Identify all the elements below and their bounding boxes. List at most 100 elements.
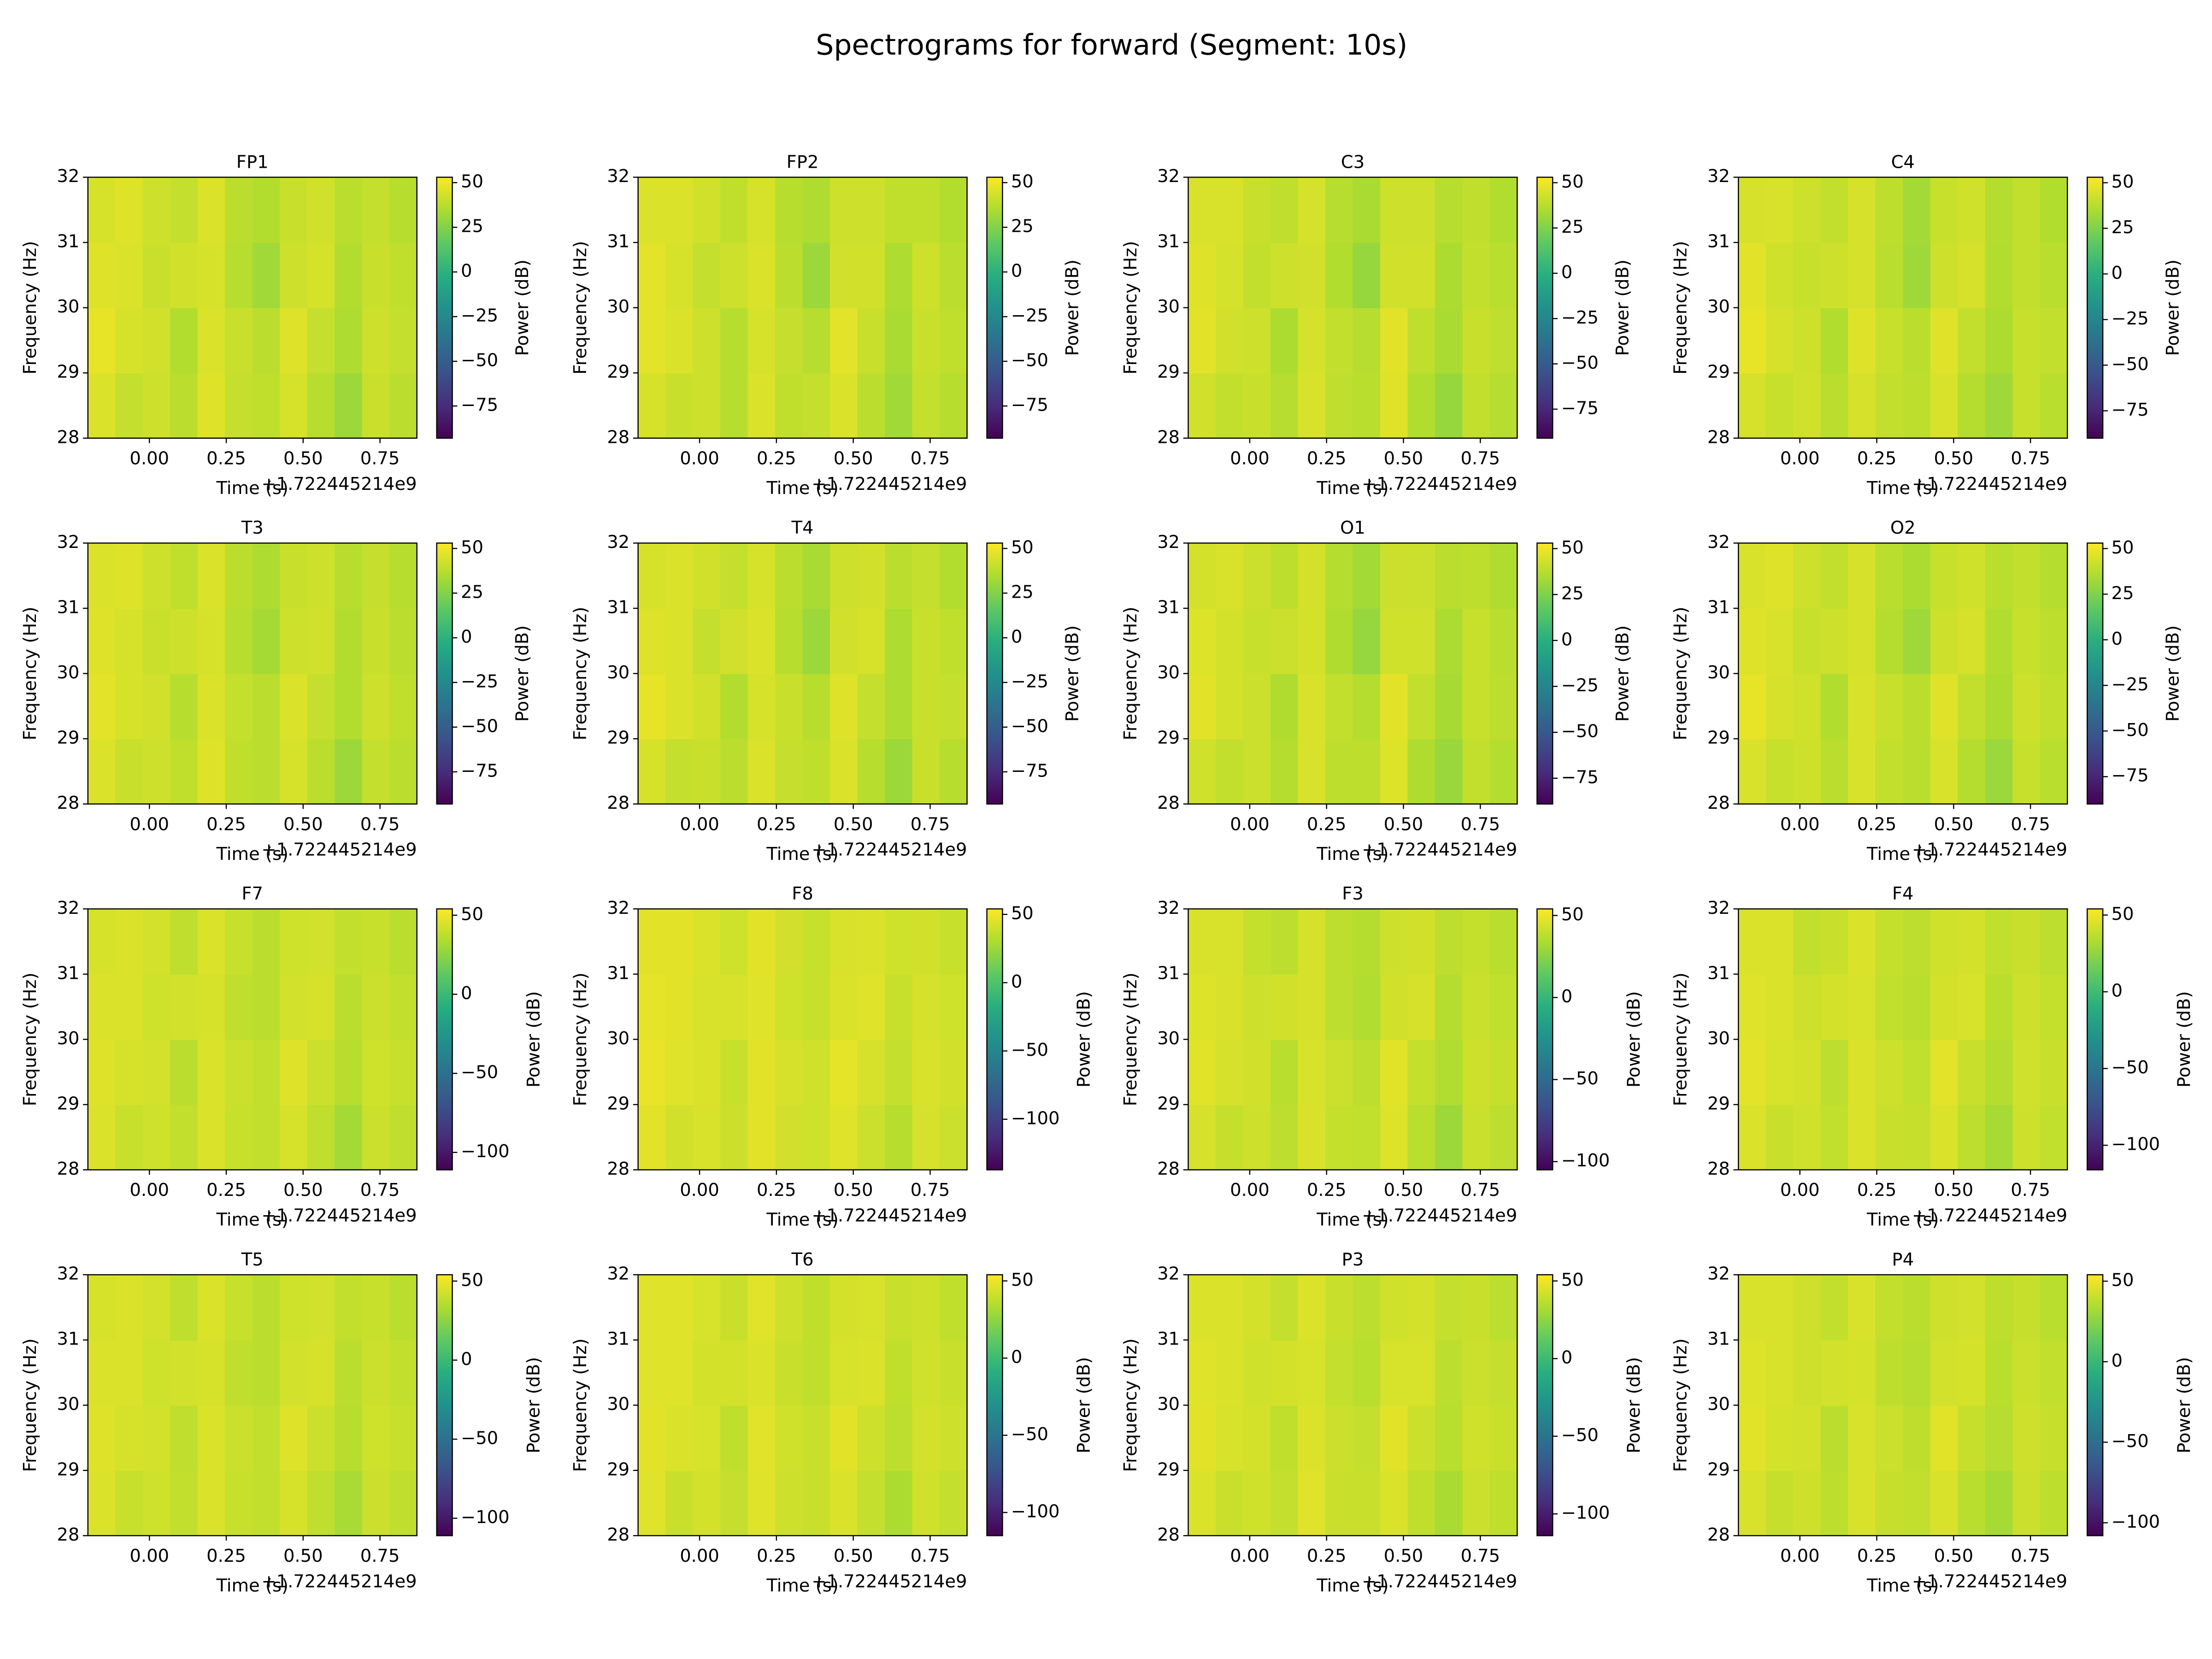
heatmap-cell — [1407, 373, 1436, 439]
heatmap-cell — [939, 1340, 968, 1406]
heatmap-cell — [335, 739, 363, 805]
heatmap-cell — [115, 673, 143, 740]
colorbar-tick-label: −50 — [1011, 716, 1048, 736]
heatmap-cell — [1188, 177, 1217, 243]
heatmap-cell — [939, 373, 968, 439]
y-tick-label: 28 — [1707, 427, 1730, 447]
colorbar-tick-label: 0 — [1561, 1347, 1572, 1368]
colorbar-tick-label: −75 — [461, 394, 498, 415]
heatmap-cell — [1738, 1039, 1767, 1106]
colorbar — [1536, 908, 1553, 1171]
heatmap-cell — [1407, 673, 1436, 740]
heatmap-cell — [1820, 1405, 1849, 1471]
heatmap-cell — [88, 1470, 116, 1536]
x-tick-label: 0.25 — [1307, 1546, 1347, 1566]
heatmap-cell — [1848, 974, 1876, 1040]
x-tick-label: 0.00 — [680, 1546, 719, 1566]
y-tick-label: 31 — [607, 1329, 629, 1349]
heatmap-cell — [115, 608, 143, 674]
heatmap-cell — [1765, 909, 1794, 975]
heatmap-cell — [115, 177, 143, 243]
x-tick-label: 0.50 — [1384, 1180, 1424, 1200]
heatmap-cell — [857, 909, 886, 975]
heatmap-cell — [1985, 307, 2013, 374]
heatmap-cell — [1298, 373, 1326, 439]
heatmap-cell — [720, 739, 748, 805]
heatmap-cell — [747, 608, 776, 674]
heatmap-cell — [1489, 307, 1518, 374]
colorbar-label: Power (dB) — [1062, 625, 1083, 722]
colorbar-label: Power (dB) — [1612, 259, 1633, 356]
heatmap-cell — [1930, 1405, 1959, 1471]
y-tick-label: 29 — [1707, 1459, 1730, 1480]
colorbar-label: Power (dB) — [1612, 625, 1633, 722]
heatmap-cell — [389, 1340, 418, 1406]
y-tick-label: 32 — [1157, 166, 1180, 187]
y-tick-label: 32 — [607, 898, 629, 918]
colorbar-tick-label: 0 — [461, 983, 472, 1004]
heatmap-cell — [1765, 974, 1794, 1040]
subplot: T5 0.00 0.25 0.50 0.75 28 29 30 31 32 Time (s)+1.7… — [20, 1249, 544, 1596]
heatmap-cell — [1407, 242, 1436, 308]
heatmap-cell — [720, 1470, 748, 1536]
x-tick-label: 0.00 — [1230, 814, 1270, 835]
heatmap-cell — [362, 739, 390, 805]
heatmap-cell — [88, 1275, 116, 1341]
x-offset-label: +1.722445214e9 — [812, 474, 967, 494]
colorbar — [986, 176, 1003, 439]
heatmap-cell — [1489, 1039, 1518, 1106]
heatmap-cell — [1985, 177, 2013, 243]
colorbar-tick-label: −50 — [1561, 1425, 1599, 1446]
y-axis-label: Frequency (Hz) — [1671, 607, 1691, 741]
heatmap-cell — [1435, 307, 1463, 374]
heatmap-cell — [362, 909, 390, 975]
heatmap-cell — [1462, 373, 1491, 439]
heatmap-cell — [720, 307, 748, 374]
heatmap-cell — [857, 242, 886, 308]
heatmap-cell — [362, 608, 390, 674]
heatmap-cell — [1435, 673, 1463, 740]
heatmap-cell — [1270, 1104, 1299, 1171]
colorbar-tick-label: 50 — [1011, 537, 1034, 558]
heatmap-cell — [307, 307, 335, 374]
heatmap-cell — [1270, 673, 1299, 740]
y-tick-label: 30 — [1707, 662, 1730, 683]
heatmap-cell — [1820, 909, 1849, 975]
heatmap-cell — [802, 608, 831, 674]
x-tick-label: 0.50 — [834, 1546, 873, 1566]
heatmap-cell — [1820, 242, 1849, 308]
heatmap-cell — [1353, 1104, 1381, 1171]
x-axis-label: Time (s) — [216, 844, 288, 865]
x-tick-label: 0.25 — [1307, 1180, 1347, 1200]
heatmap-cell — [1793, 543, 1821, 609]
heatmap-cell — [830, 543, 858, 609]
heatmap-cell — [1958, 373, 1986, 439]
heatmap-cell — [665, 307, 694, 374]
colorbar — [2087, 908, 2104, 1171]
heatmap-cell — [1848, 1104, 1876, 1171]
y-tick-label: 29 — [1157, 1093, 1180, 1114]
heatmap-cell — [1958, 608, 1986, 674]
heatmap-cell — [335, 177, 363, 243]
heatmap-cell — [885, 242, 913, 308]
x-tick-label: 0.25 — [1857, 814, 1897, 835]
heatmap-cell — [88, 373, 116, 439]
subplot: F8 0.00 0.25 0.50 0.75 28 29 30 31 32 Time (s)+1.7… — [570, 883, 1094, 1230]
heatmap-cell — [802, 739, 831, 805]
heatmap-cell — [335, 673, 363, 740]
heatmap-cell — [142, 608, 171, 674]
x-tick-label: 0.00 — [680, 448, 719, 469]
heatmap-cell — [1985, 242, 2013, 308]
heatmap-cell — [280, 1470, 308, 1536]
colorbar-label: Power (dB) — [2162, 259, 2183, 356]
heatmap-cell — [885, 307, 913, 374]
heatmap-cell — [857, 1405, 886, 1471]
y-tick-label: 29 — [1157, 1459, 1180, 1480]
heatmap-cell — [389, 739, 418, 805]
heatmap-cell — [1820, 177, 1849, 243]
heatmap-cell — [1738, 909, 1767, 975]
y-tick-label: 32 — [607, 166, 629, 187]
heatmap-cell — [1353, 909, 1381, 975]
heatmap-cell — [307, 1340, 335, 1406]
heatmap-cell — [1903, 307, 1931, 374]
